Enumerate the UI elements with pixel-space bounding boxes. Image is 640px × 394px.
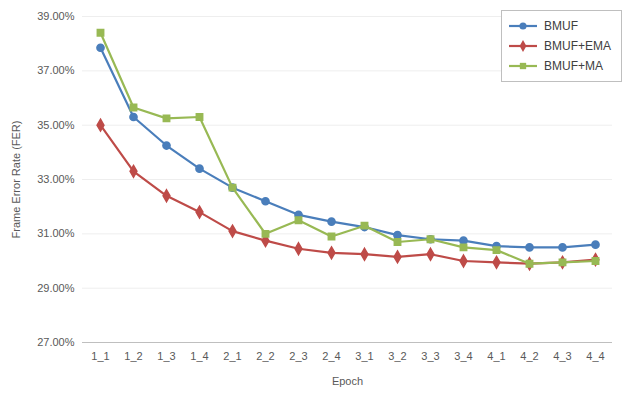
svg-text:3_2: 3_2: [388, 350, 406, 362]
svg-text:4_1: 4_1: [487, 350, 505, 362]
svg-text:4_2: 4_2: [520, 350, 538, 362]
html-text:BMUF: BMUF: [544, 19, 578, 33]
html-text:BMUF+MA: BMUF+MA: [544, 59, 603, 73]
svg-text:1_1: 1_1: [91, 350, 109, 362]
svg-text:33.00%: 33.00%: [37, 173, 75, 185]
svg-text:3_1: 3_1: [355, 350, 373, 362]
svg-text:37.00%: 37.00%: [37, 64, 75, 76]
svg-text:4_4: 4_4: [586, 350, 604, 362]
svg-text:2_4: 2_4: [322, 350, 340, 362]
svg-text:Frame Error Rate (FER): Frame Error Rate (FER): [10, 121, 22, 239]
svg-text:1_3: 1_3: [157, 350, 175, 362]
svg-text:4_3: 4_3: [553, 350, 571, 362]
svg-text:3_4: 3_4: [454, 350, 472, 362]
svg-text:29.00%: 29.00%: [37, 282, 75, 294]
svg-text:39.00%: 39.00%: [37, 10, 75, 22]
svg-text:2_3: 2_3: [289, 350, 307, 362]
svg-text:2_1: 2_1: [223, 350, 241, 362]
html-text:BMUF+EMA: BMUF+EMA: [544, 39, 611, 53]
svg-text:Epoch: Epoch: [332, 375, 363, 387]
svg-text:35.00%: 35.00%: [37, 119, 75, 131]
svg-text:31.00%: 31.00%: [37, 227, 75, 239]
svg-text:2_2: 2_2: [256, 350, 274, 362]
svg-text:1_2: 1_2: [124, 350, 142, 362]
svg-text:1_4: 1_4: [190, 350, 208, 362]
svg-text:3_3: 3_3: [421, 350, 439, 362]
svg-text:27.00%: 27.00%: [37, 336, 75, 348]
